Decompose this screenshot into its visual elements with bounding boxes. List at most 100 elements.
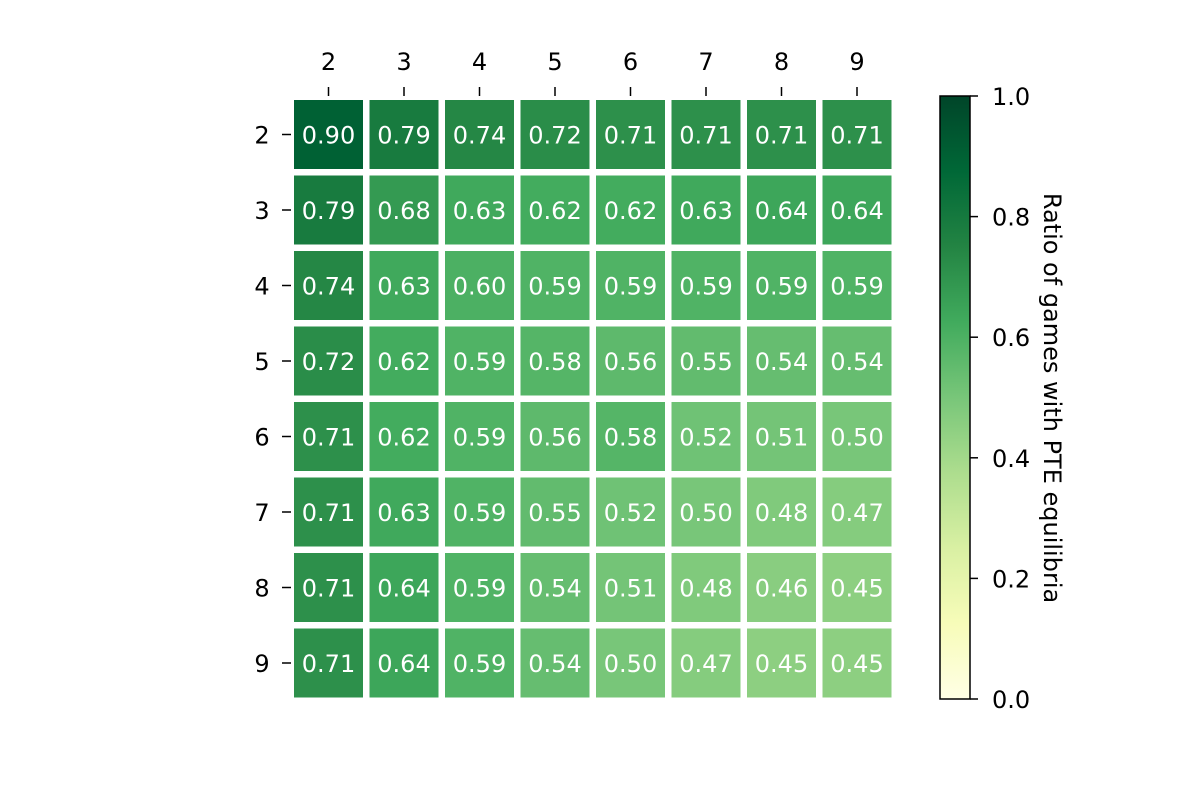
y-tick-label: 6 xyxy=(254,424,269,452)
cell-value-label: 0.71 xyxy=(604,122,657,150)
cell-value-label: 0.50 xyxy=(830,424,883,452)
y-tick-label: 3 xyxy=(254,197,269,225)
cell-value-label: 0.46 xyxy=(755,575,808,603)
heatmap-cell xyxy=(822,100,892,169)
cell-value-label: 0.58 xyxy=(604,424,657,452)
heatmap-cell xyxy=(294,251,363,320)
heatmap-cell xyxy=(747,477,816,547)
colorbar: 0.0 0.2 0.4 0.6 0.8 1.0 Ratio of games with P… xyxy=(939,83,1066,714)
heatmap-cell xyxy=(671,175,741,245)
cell-value-label: 0.71 xyxy=(302,499,355,527)
cell-value-label: 0.71 xyxy=(302,424,355,452)
cell-value-label: 0.48 xyxy=(755,499,808,527)
heatmap-cell xyxy=(445,175,514,245)
heatmap-cell xyxy=(596,326,665,396)
cell-value-label: 0.79 xyxy=(302,197,355,225)
cell-value-label: 0.59 xyxy=(755,273,808,301)
heatmap-cell xyxy=(520,628,590,698)
heatmap-cell xyxy=(671,326,741,396)
heatmap-cell xyxy=(747,326,816,396)
cell-value-label: 0.47 xyxy=(679,650,732,678)
x-tick-label: 8 xyxy=(774,48,789,76)
heatmap-cell xyxy=(747,402,816,471)
cell-value-label: 0.59 xyxy=(679,273,732,301)
x-tick-label: 7 xyxy=(698,48,713,76)
heatmap-cell xyxy=(369,100,439,169)
heatmap-cell xyxy=(369,326,439,396)
cell-value-label: 0.55 xyxy=(528,499,581,527)
heatmap-cell xyxy=(520,477,590,547)
colorbar-tick-label: 0.0 xyxy=(992,686,1030,714)
y-tick-label: 5 xyxy=(254,348,269,376)
colorbar-tick-label: 0.2 xyxy=(992,565,1030,593)
cell-value-label: 0.71 xyxy=(302,575,355,603)
heatmap-cell xyxy=(520,175,590,245)
heatmap-cell xyxy=(520,251,590,320)
cell-value-label: 0.56 xyxy=(528,424,581,452)
cell-value-label: 0.74 xyxy=(453,122,506,150)
cell-value-label: 0.72 xyxy=(302,348,355,376)
cell-value-label: 0.47 xyxy=(830,499,883,527)
cell-value-label: 0.63 xyxy=(377,273,430,301)
heatmap-cell xyxy=(747,175,816,245)
cell-value-label: 0.63 xyxy=(453,197,506,225)
cell-value-label: 0.62 xyxy=(528,197,581,225)
heatmap-cell xyxy=(822,326,892,396)
cell-value-label: 0.71 xyxy=(679,122,732,150)
cell-value-label: 0.59 xyxy=(453,348,506,376)
cell-value-label: 0.50 xyxy=(604,650,657,678)
heatmap-cell xyxy=(671,251,741,320)
cell-value-label: 0.54 xyxy=(528,575,581,603)
cell-value-label: 0.50 xyxy=(679,499,732,527)
cell-value-label: 0.62 xyxy=(377,424,430,452)
heatmap-cell xyxy=(822,251,892,320)
colorbar-tick-label: 0.8 xyxy=(992,204,1030,232)
cell-value-label: 0.59 xyxy=(528,273,581,301)
heatmap-cell xyxy=(596,628,665,698)
heatmap-cell xyxy=(445,326,514,396)
heatmap-cell xyxy=(294,175,363,245)
heatmap-cell xyxy=(445,628,514,698)
heatmap-cell xyxy=(671,628,741,698)
heatmap-cell xyxy=(445,402,514,471)
y-axis-ticks: 2 3 4 5 6 7 8 9 xyxy=(254,122,291,678)
heatmap-cell xyxy=(520,553,590,622)
heatmap-cell xyxy=(671,553,741,622)
cell-value-label: 0.59 xyxy=(830,273,883,301)
x-tick-label: 5 xyxy=(547,48,562,76)
cell-value-label: 0.68 xyxy=(377,197,430,225)
x-tick-label: 3 xyxy=(396,48,411,76)
heatmap-cell xyxy=(369,628,439,698)
colorbar-ticks: 0.0 0.2 0.4 0.6 0.8 1.0 xyxy=(970,83,1030,714)
heatmap-cell xyxy=(671,477,741,547)
heatmap-cell xyxy=(747,100,816,169)
cell-value-label: 0.72 xyxy=(528,122,581,150)
heatmap-cell xyxy=(596,100,665,169)
cell-value-label: 0.45 xyxy=(830,650,883,678)
heatmap-cell xyxy=(822,553,892,622)
heatmap-cell xyxy=(294,326,363,396)
heatmap-cell xyxy=(445,251,514,320)
heatmap-cell xyxy=(369,175,439,245)
heatmap-cell xyxy=(369,402,439,471)
y-tick-label: 8 xyxy=(254,575,269,603)
cell-value-label: 0.63 xyxy=(377,499,430,527)
cell-value-label: 0.74 xyxy=(302,273,355,301)
cell-value-label: 0.90 xyxy=(302,122,355,150)
cell-value-label: 0.54 xyxy=(528,650,581,678)
heatmap-cell xyxy=(596,402,665,471)
heatmap-cell xyxy=(822,175,892,245)
heatmap-cell xyxy=(294,402,363,471)
cell-value-label: 0.54 xyxy=(830,348,883,376)
cell-value-label: 0.45 xyxy=(830,575,883,603)
cell-value-label: 0.59 xyxy=(453,424,506,452)
cell-value-label: 0.71 xyxy=(755,122,808,150)
cell-value-label: 0.52 xyxy=(604,499,657,527)
x-tick-label: 9 xyxy=(849,48,864,76)
heatmap-cell xyxy=(747,553,816,622)
heatmap-cell xyxy=(294,553,363,622)
x-tick-label: 6 xyxy=(623,48,638,76)
cell-value-label: 0.59 xyxy=(604,273,657,301)
x-tick-label: 2 xyxy=(321,48,336,76)
